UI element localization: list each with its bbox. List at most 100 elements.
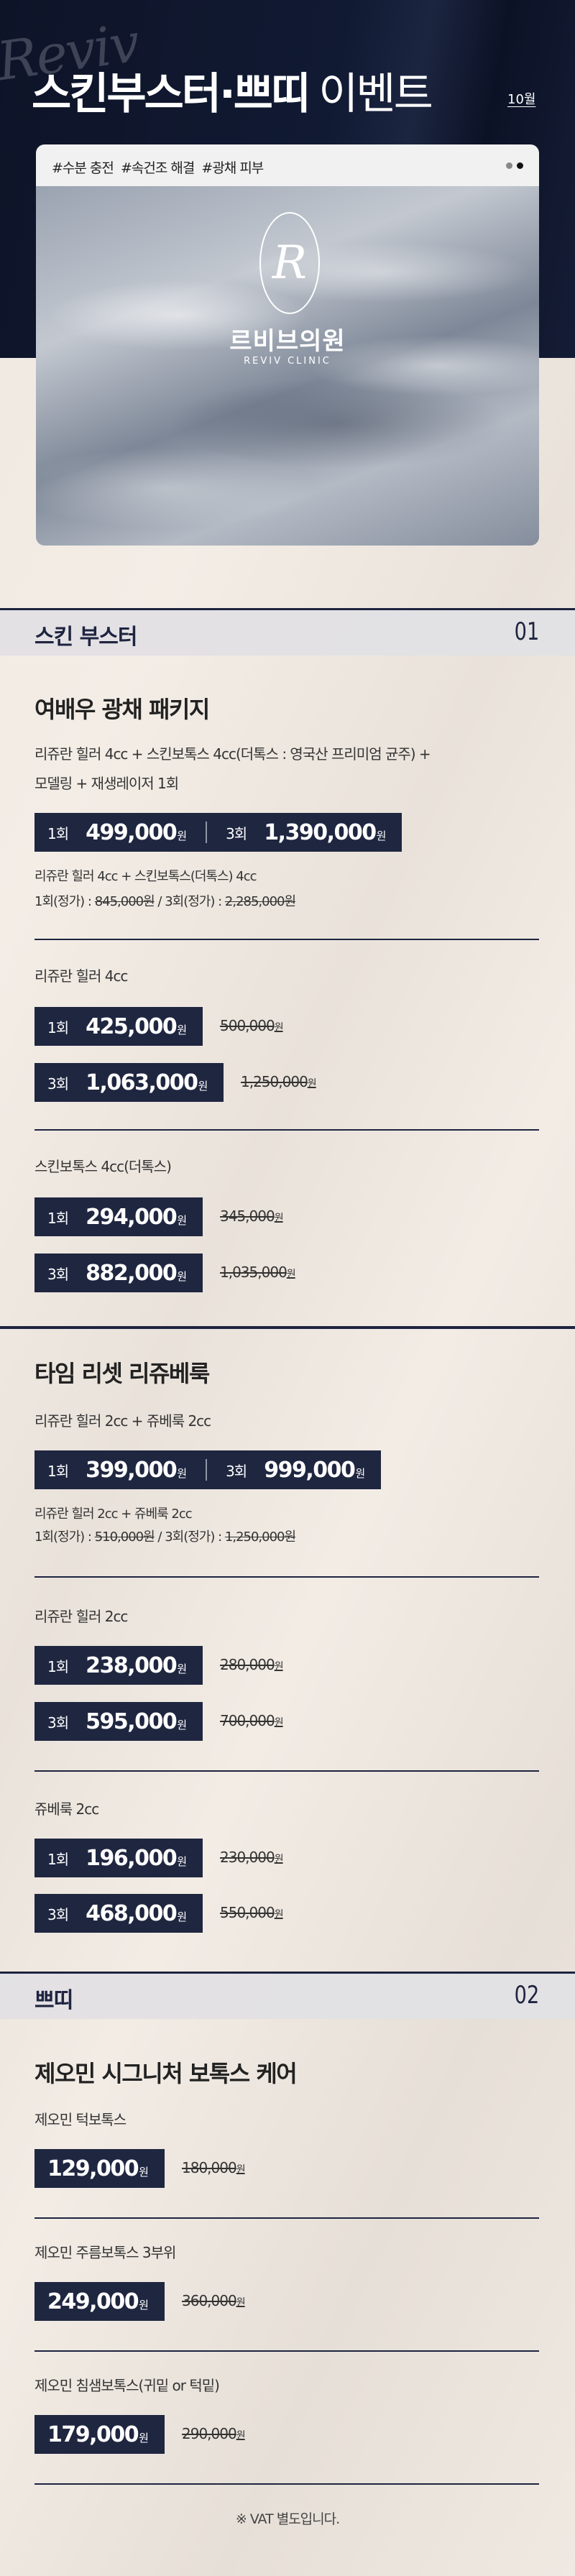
currency-unit: 원 <box>274 1717 284 1729</box>
section-header: 스킨 부스터 01 <box>0 608 575 656</box>
divider <box>34 1770 539 1772</box>
original-price-value: 360,000 <box>182 2292 237 2309</box>
original-price: 290,000원 <box>182 2425 246 2442</box>
currency-unit: 원 <box>274 1213 284 1224</box>
currency-unit: 원 <box>139 2431 149 2444</box>
session-count: 3회 <box>47 1905 69 1923</box>
regular-price-3: 2,285,000원 <box>224 894 296 909</box>
currency-unit: 원 <box>236 2430 246 2442</box>
original-price: 1,035,000원 <box>220 1264 296 1281</box>
dot-icon[interactable] <box>506 162 512 169</box>
session-count: 3회 <box>226 1462 247 1480</box>
sale-price: 468,000 <box>86 1900 178 1926</box>
carousel-dots[interactable] <box>506 162 523 169</box>
label: / 3회(정가) : <box>154 894 225 909</box>
session-count: 1회 <box>47 824 69 842</box>
session-count: 3회 <box>226 824 247 842</box>
divider <box>206 1459 208 1481</box>
combo-price-box: 1회 499,000 원 3회 1,390,000 원 <box>34 813 402 852</box>
divider <box>34 2483 539 2485</box>
package-description: 모델링 + 재생레이저 1회 <box>34 775 179 792</box>
original-price-value: 280,000 <box>220 1656 275 1673</box>
label: / 3회(정가) : <box>154 1530 225 1545</box>
price-box: 129,000 원 <box>34 2149 165 2188</box>
item-label: 리쥬란 힐러 2cc <box>34 1608 128 1625</box>
logo-mark: R <box>272 236 308 290</box>
original-price-value: 700,000 <box>220 1712 275 1729</box>
package-title: 타임 리셋 리쥬베룩 <box>34 1360 210 1387</box>
currency-unit: 원 <box>307 1078 317 1090</box>
hero-image: R 르비브의원 REVIV CLINIC <box>36 186 539 546</box>
sale-price: 1,390,000 <box>264 819 377 845</box>
original-price-value: 1,035,000 <box>220 1264 288 1281</box>
item-label: 제오민 턱보톡스 <box>34 2111 126 2128</box>
divider <box>34 939 539 940</box>
currency-unit: 원 <box>177 1023 188 1036</box>
section-divider <box>0 1326 575 1329</box>
dot-active-icon[interactable] <box>517 162 523 169</box>
sale-price: 179,000 <box>47 2421 139 2447</box>
hashtags: #수분 충전 #속건조 해결 #광채 피부 <box>52 160 264 176</box>
original-price-value: 1,250,000 <box>241 1073 308 1090</box>
original-price-value: 500,000 <box>220 1017 275 1034</box>
original-price-value: 290,000 <box>182 2425 237 2442</box>
currency-unit: 원 <box>177 1910 188 1923</box>
sale-price: 1,063,000 <box>86 1070 198 1095</box>
sale-price: 249,000 <box>47 2288 139 2314</box>
sale-price: 882,000 <box>86 1260 178 1286</box>
session-count: 3회 <box>47 1714 69 1731</box>
sale-price: 399,000 <box>86 1457 178 1483</box>
section-number: 01 <box>514 617 539 646</box>
currency-unit: 원 <box>177 1213 188 1227</box>
currency-unit: 원 <box>177 829 188 842</box>
price-box: 179,000 원 <box>34 2415 165 2454</box>
original-price-value: 180,000 <box>182 2159 237 2176</box>
sale-price: 499,000 <box>86 819 178 845</box>
page-title: 스킨부스터·쁘띠 이벤트 <box>32 59 433 121</box>
session-count: 1회 <box>47 1209 69 1227</box>
currency-unit: 원 <box>177 1662 188 1675</box>
session-count: 1회 <box>47 1850 69 1868</box>
title-light: 이벤트 <box>318 69 433 119</box>
month-label: 10월 <box>507 92 536 107</box>
label: 1회(정가) : <box>34 894 95 909</box>
hero-card-header: #수분 충전 #속건조 해결 #광채 피부 <box>36 144 539 188</box>
regular-price-3: 1,250,000원 <box>224 1530 296 1545</box>
session-count: 3회 <box>47 1265 69 1283</box>
section-title: 쁘띠 <box>34 1988 73 2013</box>
sale-price: 595,000 <box>86 1708 178 1734</box>
currency-unit: 원 <box>355 1466 366 1480</box>
original-price: 345,000원 <box>220 1208 284 1225</box>
package-description: 리쥬란 힐러 2cc + 쥬베룩 2cc <box>34 1412 211 1430</box>
currency-unit: 원 <box>274 1022 284 1034</box>
price-box: 1회 425,000 원 <box>34 1007 203 1046</box>
label: 1회(정가) : <box>34 1530 95 1545</box>
hero-card: #수분 충전 #속건조 해결 #광채 피부 R 르비브의원 REVIV CLIN… <box>36 144 539 546</box>
divider <box>34 1129 539 1131</box>
price-box: 1회 196,000 원 <box>34 1839 203 1877</box>
regular-price-line: 1회(정가) : 510,000원 / 3회(정가) : 1,250,000원 <box>34 1528 296 1547</box>
price-box: 1회 294,000 원 <box>34 1197 203 1236</box>
regular-price-1: 510,000원 <box>94 1530 155 1545</box>
item-label: 리쥬란 힐러 4cc <box>34 967 128 985</box>
currency-unit: 원 <box>177 1269 188 1283</box>
original-price: 500,000원 <box>220 1017 284 1034</box>
original-price-value: 550,000 <box>220 1904 275 1921</box>
regular-price-line: 1회(정가) : 845,000원 / 3회(정가) : 2,285,000원 <box>34 893 296 911</box>
currency-unit: 원 <box>139 2165 149 2179</box>
price-box: 3회 595,000 원 <box>34 1702 203 1741</box>
logo-text-en: REVIV CLINIC <box>244 356 331 367</box>
section-number: 02 <box>514 1981 539 2010</box>
original-price: 180,000원 <box>182 2159 246 2176</box>
currency-unit: 원 <box>139 2298 149 2312</box>
divider <box>34 1576 539 1578</box>
currency-unit: 원 <box>236 2164 246 2176</box>
original-price: 700,000원 <box>220 1712 284 1729</box>
currency-unit: 원 <box>177 1854 188 1868</box>
package-title: 제오민 시그니처 보톡스 케어 <box>34 2060 298 2087</box>
logo-text-ko: 르비브의원 <box>229 327 346 356</box>
session-count: 3회 <box>47 1075 69 1092</box>
currency-unit: 원 <box>274 1909 284 1920</box>
title-bold: 스킨부스터·쁘띠 <box>32 69 310 119</box>
original-price-value: 230,000 <box>220 1849 275 1866</box>
